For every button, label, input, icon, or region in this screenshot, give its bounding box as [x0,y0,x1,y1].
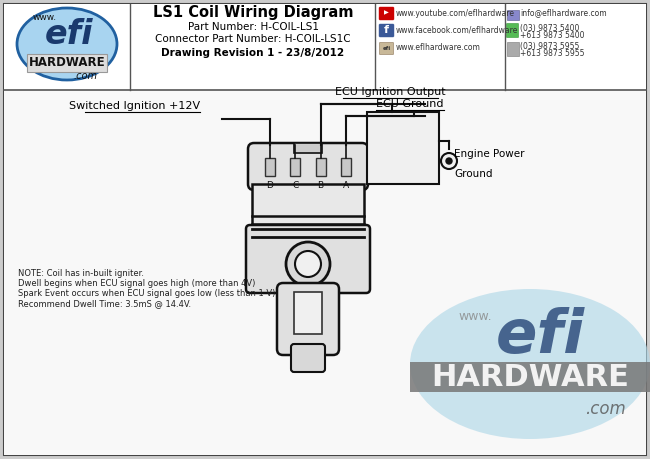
Text: Switched Ignition +12V: Switched Ignition +12V [69,101,200,111]
FancyBboxPatch shape [506,10,519,19]
Text: efi: efi [45,17,94,50]
Text: efi: efi [495,307,584,365]
Text: Spark Event occurs when ECU signal goes low (less than 1 V): Spark Event occurs when ECU signal goes … [18,289,276,298]
Text: info@eflhardware.com: info@eflhardware.com [520,9,606,17]
Bar [410,362,650,392]
Text: www.: www. [33,13,57,22]
Bar [294,292,322,334]
Text: Ground: Ground [454,169,493,179]
FancyBboxPatch shape [248,143,368,190]
Text: Part Number: H-COIL-LS1: Part Number: H-COIL-LS1 [187,22,318,32]
Text: D: D [266,181,274,190]
Text: Dwell begins when ECU signal goes high (more than 4V): Dwell begins when ECU signal goes high (… [18,279,255,288]
Text: HARDWARE: HARDWARE [29,56,105,69]
Bar [4,90,646,455]
Text: .com: .com [584,400,625,418]
FancyBboxPatch shape [252,184,364,229]
FancyBboxPatch shape [506,23,519,38]
Circle shape [446,158,452,164]
Text: ECU Ignition Output: ECU Ignition Output [335,87,445,97]
Bar [316,158,326,176]
Text: Connector Part Number: H-COIL-LS1C: Connector Part Number: H-COIL-LS1C [155,34,351,44]
Text: C: C [292,181,298,190]
Text: LS1 Coil Wiring Diagram: LS1 Coil Wiring Diagram [153,5,353,19]
Bar [367,112,439,184]
Text: HARDWARE: HARDWARE [431,363,629,392]
Bar [341,158,351,176]
Text: .com: .com [73,71,97,81]
Circle shape [295,251,321,277]
FancyBboxPatch shape [277,283,339,355]
Text: +613 9873 5955: +613 9873 5955 [520,50,584,58]
Text: efi: efi [382,45,391,50]
Text: Drawing Revision 1 - 23/8/2012: Drawing Revision 1 - 23/8/2012 [161,48,344,58]
Text: www.eflhardware.com: www.eflhardware.com [396,44,481,52]
Ellipse shape [17,8,117,80]
FancyBboxPatch shape [379,24,394,37]
Bar [4,4,646,90]
Ellipse shape [410,289,650,439]
FancyBboxPatch shape [380,43,393,55]
Text: NOTE: Coil has in-built igniter.: NOTE: Coil has in-built igniter. [18,269,144,278]
Text: +613 9873 5400: +613 9873 5400 [520,32,584,40]
FancyBboxPatch shape [246,225,370,293]
Circle shape [286,242,330,286]
Bar [265,158,275,176]
Text: f: f [384,25,389,35]
Text: Engine Power: Engine Power [454,149,525,159]
Text: www.facebook.com/eflhardware: www.facebook.com/eflhardware [396,26,519,34]
Text: B: B [318,181,324,190]
Text: A: A [343,181,349,190]
FancyBboxPatch shape [379,7,394,20]
Bar [294,143,322,153]
Text: Recommend Dwell Time: 3.5mS @ 14.4V.: Recommend Dwell Time: 3.5mS @ 14.4V. [18,299,191,308]
FancyBboxPatch shape [506,41,519,56]
Text: (03) 9873 5400: (03) 9873 5400 [520,23,579,33]
Text: ▶: ▶ [384,11,389,16]
Text: www.: www. [458,309,492,323]
Bar [291,158,300,176]
FancyBboxPatch shape [291,344,325,372]
Circle shape [441,153,457,169]
Text: ECU Ground: ECU Ground [376,99,444,109]
Text: (03) 9873 5955: (03) 9873 5955 [520,41,579,50]
Text: www.youtube.com/eflhardware: www.youtube.com/eflhardware [396,9,515,17]
